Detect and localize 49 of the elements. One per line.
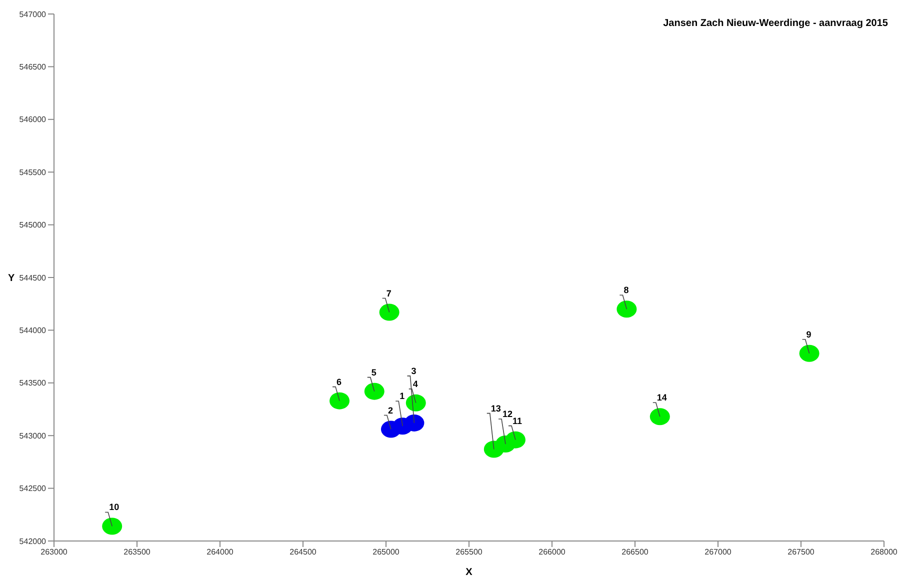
x-tick-label: 268000 — [870, 548, 898, 557]
y-tick-label: 547000 — [19, 10, 47, 19]
point — [404, 414, 424, 432]
annotation: 3 — [411, 366, 416, 376]
annotation: 1 — [400, 391, 405, 402]
y-tick-label: 543500 — [19, 378, 47, 388]
point — [102, 518, 122, 535]
x-tick-label: 266000 — [538, 548, 566, 557]
x-tick-label: 264000 — [206, 548, 234, 557]
y-axis-title: Y — [8, 273, 15, 284]
y-tick-label: 545000 — [19, 220, 47, 230]
y-tick-label: 545500 — [19, 168, 47, 177]
point — [364, 382, 384, 400]
point — [799, 344, 820, 362]
annotation: 7 — [386, 288, 392, 298]
annotation: 11 — [512, 416, 522, 426]
point — [330, 392, 350, 410]
point — [650, 408, 670, 426]
y-tick-label: 543000 — [19, 431, 47, 440]
point — [406, 394, 426, 412]
annotation: 2 — [388, 405, 393, 416]
y-tick-label: 544500 — [19, 273, 47, 282]
point — [484, 440, 504, 458]
annotation: 5 — [371, 367, 376, 378]
point — [379, 304, 400, 321]
y-tick-label: 544000 — [19, 326, 47, 336]
annotation: 12 — [502, 409, 513, 420]
point — [616, 300, 637, 318]
chart-title: Jansen Zach Nieuw-Weerdinge - aanvraag 2015 — [663, 18, 888, 29]
x-tick-label: 266500 — [622, 548, 649, 557]
x-tick-label: 267000 — [704, 548, 732, 557]
y-tick-label: 542000 — [19, 536, 47, 546]
annotation: 4 — [412, 378, 418, 389]
annotation: 9 — [806, 329, 812, 340]
x-tick-label: 265500 — [456, 548, 483, 557]
annotation: 8 — [624, 285, 629, 296]
x-axis-title: X — [466, 567, 473, 578]
annotation: 10 — [109, 502, 120, 512]
x-tick-label: 263000 — [40, 548, 68, 557]
x-tick-label: 265000 — [372, 548, 400, 557]
annotation: 13 — [490, 403, 501, 414]
y-tick-label: 542500 — [19, 484, 47, 494]
x-tick-label: 267500 — [788, 548, 815, 557]
x-tick-label: 264500 — [290, 548, 317, 557]
annotation: 14 — [656, 392, 667, 403]
y-tick-label: 546000 — [19, 115, 47, 124]
x-tick-label: 263500 — [124, 548, 151, 557]
annotation: 6 — [336, 376, 342, 387]
y-tick-label: 546500 — [19, 62, 47, 72]
